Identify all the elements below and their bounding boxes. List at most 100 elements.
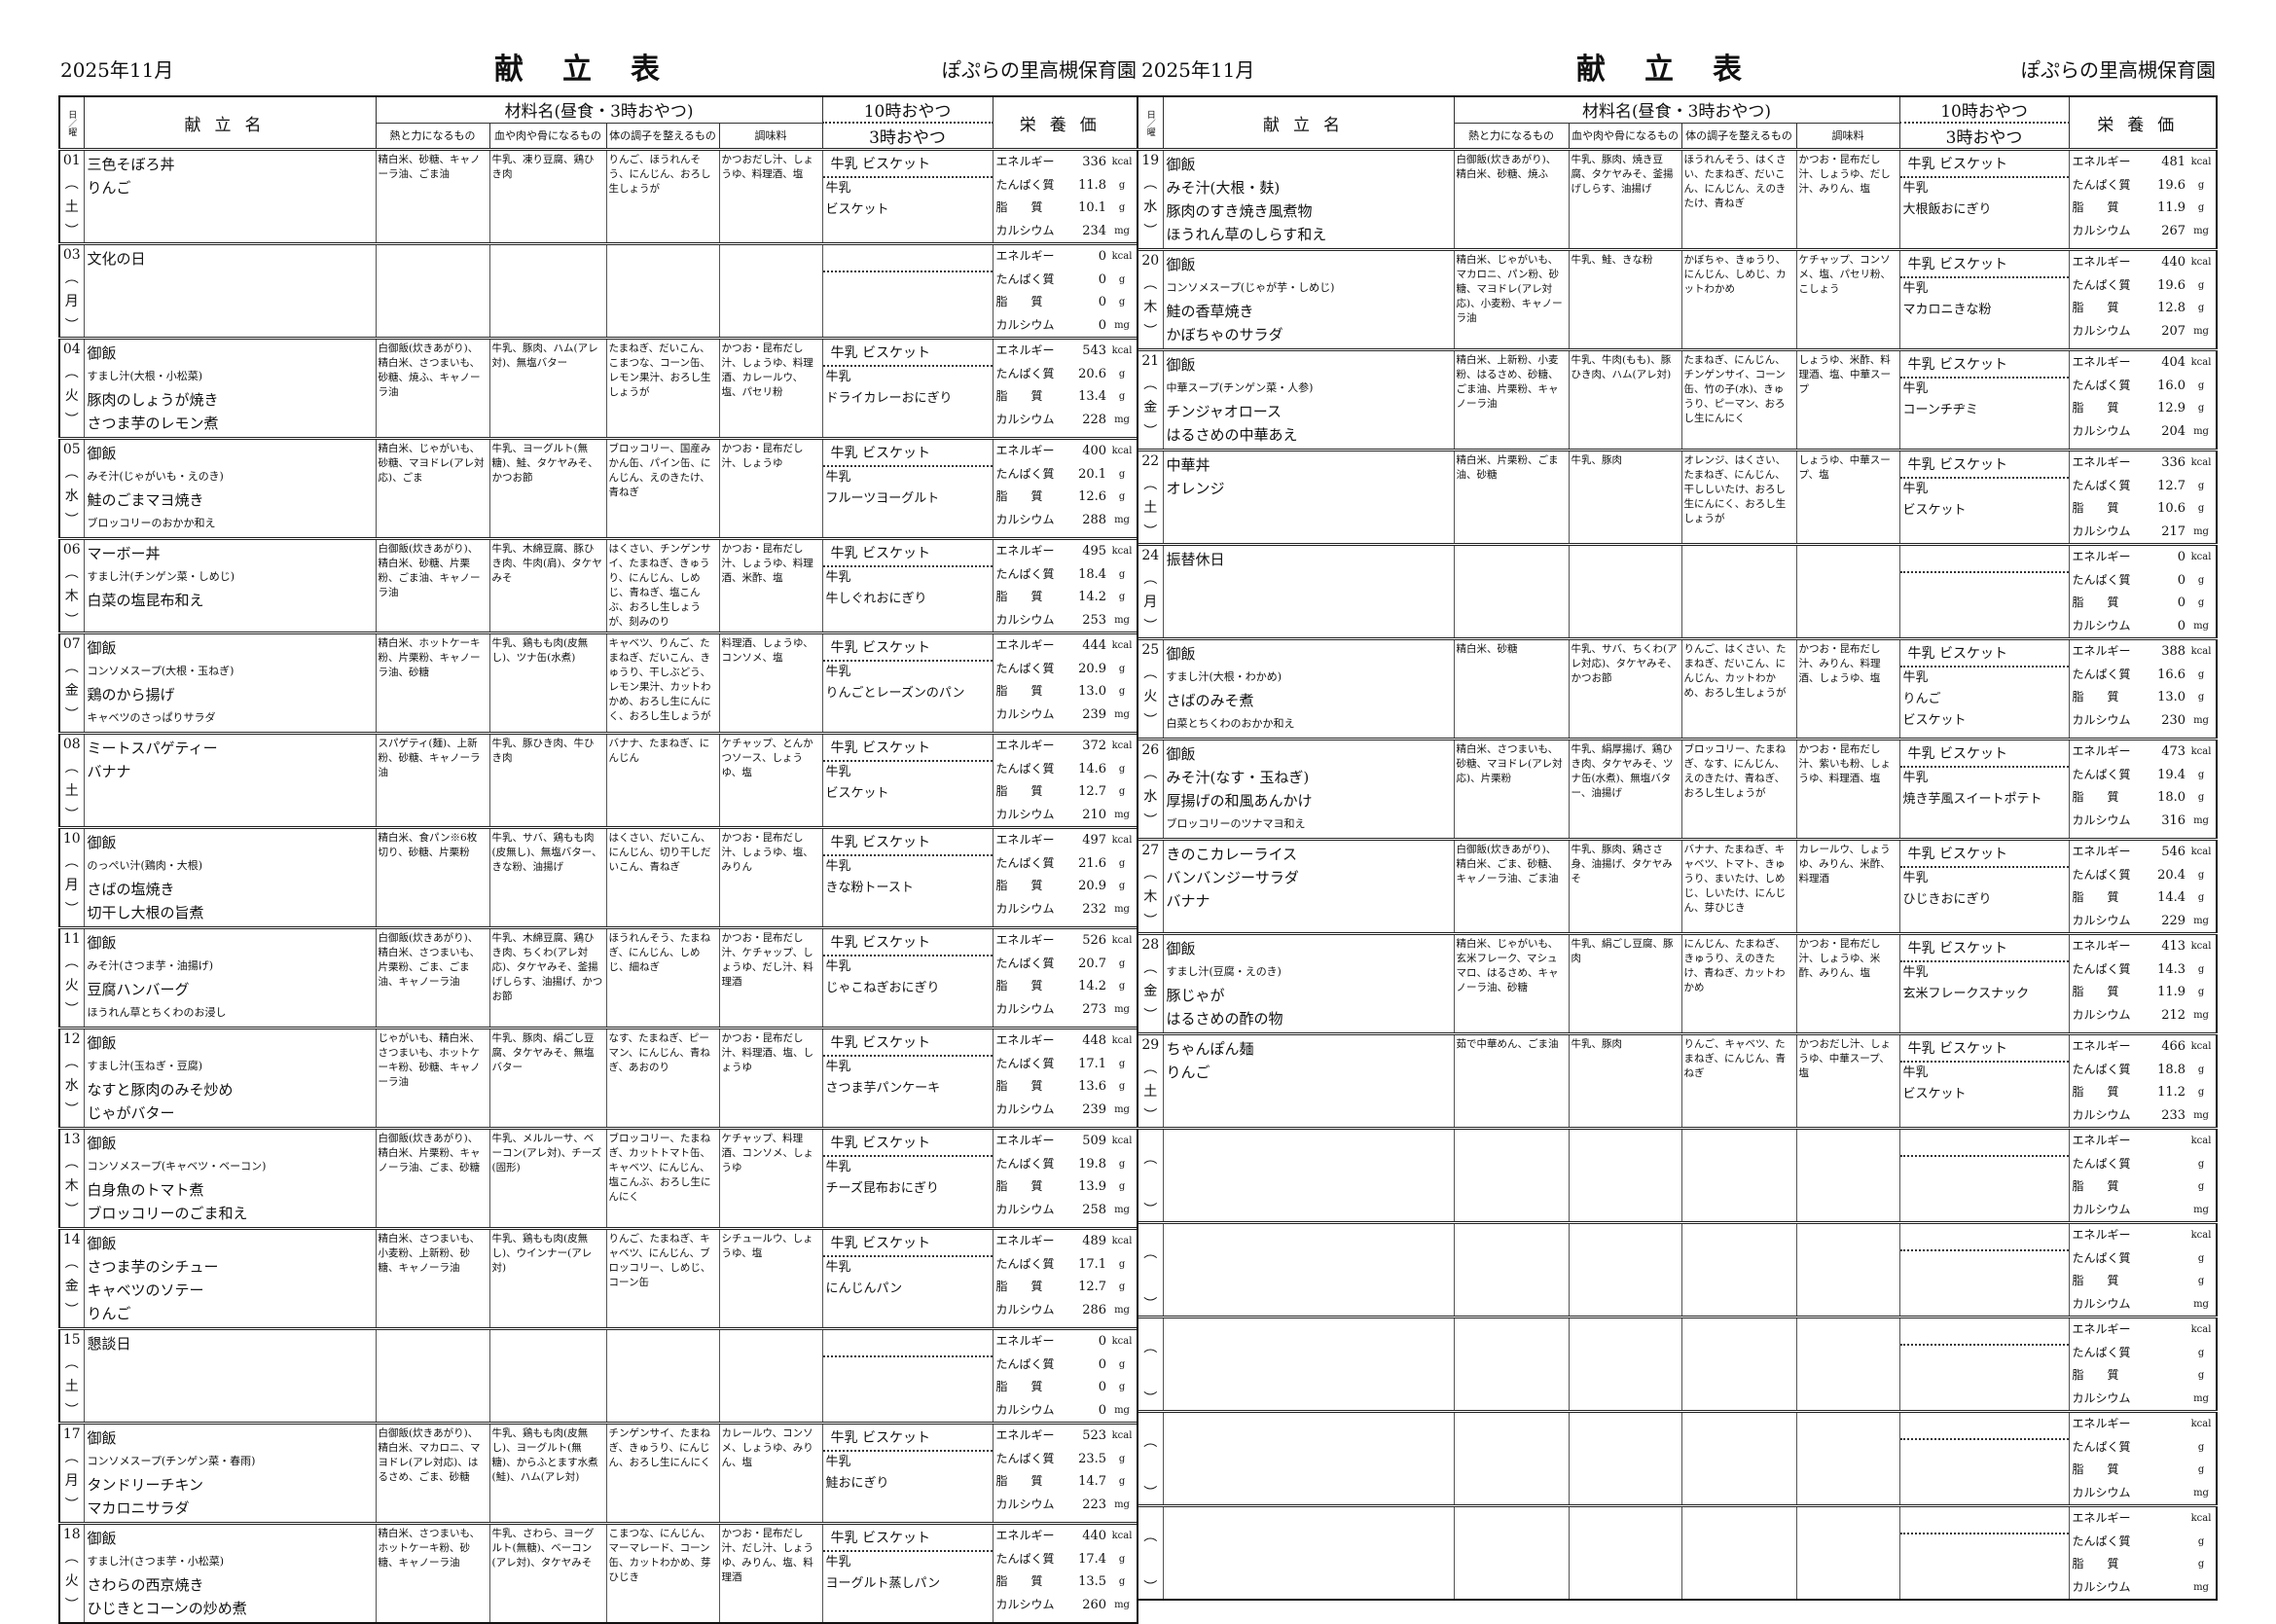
day-stack: 18 ︵ 火 ︶	[60, 1526, 83, 1616]
menu-row: 29 ︵ 土 ︶ ちゃんぽん麺 りんご 茹で中華めん、ごま油 牛乳、豚肉 りんご、キャベツ、たま…	[1137, 1032, 2218, 1129]
snack-pm-item: 牛乳	[1902, 181, 1929, 196]
header-condition-food: 体の調子を整えるもの	[1680, 122, 1797, 150]
nutrition-label-protein: たんぱく質	[995, 1056, 1055, 1070]
energy-food-cell-text	[377, 247, 488, 250]
menu-cell: 御飯 すまし汁(さつま芋・小松菜) さわらの西京焼き ひじきとコーンの炒め煮	[83, 1522, 377, 1623]
nutrition-value-energy: 400	[1082, 444, 1107, 458]
nutrition-value-fat: 14.4	[2157, 890, 2186, 905]
seasoning-cell-text	[1797, 1320, 1898, 1323]
seasoning-cell: ケチャップ、コンソメ、塩、パセリ粉、こしょう	[1795, 248, 1900, 350]
nutrition-value-protein: 21.6	[1078, 855, 1107, 871]
day-number: 20	[1141, 253, 1160, 269]
condition-food-cell-text: ほうれんそう、はくさい、たまねぎ、だいこん、にんじん、えのきたけ、青ねぎ	[1683, 154, 1787, 209]
condition-food-cell: にんじん、たまねぎ、きゅうり、えのきたけ、青ねぎ、カットわかめ	[1680, 932, 1797, 1034]
body-food-cell: 牛乳、豚肉、鶏ささ身、油揚げ、タケヤみそ	[1568, 838, 1682, 934]
snack-am: 牛乳 ビスケット	[823, 737, 993, 762]
body-food-cell-text: 牛乳、豚肉、鶏ささ身、油揚げ、タケヤみそ	[1571, 844, 1673, 884]
snack-pm-item: 大根飯おにぎり	[1902, 202, 1992, 217]
seasoning-cell-text	[720, 247, 821, 250]
snack-pm-item: さつま芋パンケーキ	[825, 1081, 941, 1096]
nutrition-label-energy: エネルギー	[2072, 644, 2131, 658]
day-stack: 06 ︵ 木 ︶	[60, 542, 83, 632]
snack-pm-item: 焼き芋風スイートポテト	[1902, 792, 2042, 807]
snack-pm-list: 牛乳 フルーツヨーグルト	[823, 467, 992, 510]
snack-pm-list: 牛乳 ひじきおにぎり	[1900, 868, 2068, 911]
nutrition-value-energy: 444	[1082, 638, 1107, 653]
nutrition-value-calcium: 258	[1082, 1202, 1107, 1217]
condition-food-cell-text	[1682, 1320, 1795, 1323]
body-food-cell-text: 牛乳、鶏もも肉(皮無し)、ヨーグルト(無糖)、からふとます水煮(鮭)、ハム(アレ…	[491, 1427, 598, 1483]
snack-cell: 牛乳 ビスケット 牛乳 にんじんパン	[821, 1227, 993, 1329]
body-food-cell-text: 牛乳、鮭、きな粉	[1571, 254, 1653, 266]
nutrition-value-energy: 440	[1082, 1529, 1107, 1543]
day-number: 17	[62, 1426, 81, 1442]
energy-food-cell-text: 白御飯(炊きあがり)、精白米、砂糖、焼ふ	[1456, 154, 1557, 180]
day-stack: ︵ ︶	[1138, 1415, 1162, 1505]
energy-food-cell: 精白米、ホットケーキ粉、片栗粉、キャノーラ油、砂糖	[375, 632, 490, 734]
nutrition-label-energy: エネルギー	[2072, 355, 2131, 369]
condition-food-cell: ブロッコリー、たまねぎ、なす、にんじん、えのきたけ、青ねぎ、おろし生しょうが	[1680, 738, 1797, 840]
day-stack: 07 ︵ 金 ︶	[60, 636, 83, 727]
menu-cell: 御飯 すまし汁(豆腐・えのき) 豚じゃが はるさめの酢の物	[1162, 932, 1455, 1034]
nutrition-cell: エネルギー 336 kcal たんぱく質 11.8 g 脂 質 10.1 g カルシウム 234 mg	[992, 148, 1138, 244]
nutrition-unit-energy: kcal	[2190, 457, 2212, 468]
seasoning-cell-text: かつお・昆布だし汁、ケチャップ、しょうゆ、だし汁、料理酒	[721, 932, 813, 988]
paren-close: ︶	[64, 223, 79, 239]
day-number: 29	[1141, 1037, 1160, 1053]
nutrition-label-protein: たんぱく質	[995, 271, 1055, 286]
nutrition-value-energy: 497	[1082, 833, 1107, 848]
condition-food-cell: バナナ、たまねぎ、にんじん	[605, 732, 720, 828]
energy-food-cell-text: 白御飯(炊きあがり)、精白米、砂糖、片栗粉、ごま油、キャノーラ油	[378, 543, 481, 598]
nutrition-label-protein: たんぱく質	[995, 956, 1055, 970]
weekday: 金	[64, 683, 79, 700]
paren-open: ︵	[1143, 1060, 1158, 1076]
nutrition-unit-fat: g	[1118, 1476, 1126, 1487]
nutrition-unit-protein: g	[2197, 963, 2205, 975]
org-name-left: ぽぷらの里高槻保育園	[941, 58, 1137, 82]
menu-cell: 中華丼 オレンジ	[1162, 449, 1455, 545]
nutrition-value-calcium: 0	[1098, 1402, 1107, 1418]
snack-am: 牛乳 ビスケット	[1900, 253, 2069, 278]
nutrition-cell: エネルギー 413 kcal たんぱく質 14.3 g 脂 質 11.9 g カルシウム 212 mg	[2068, 932, 2218, 1034]
nutrition-unit-energy: kcal	[2190, 157, 2212, 167]
seasoning-cell-text	[1797, 548, 1898, 551]
nutrition-label-energy: エネルギー	[2072, 455, 2131, 469]
nutrition-label-fat: 脂 質	[2072, 1274, 2119, 1287]
seasoning-cell-text: かつお・昆布だし汁、しょうゆ、塩、みりん	[721, 832, 813, 873]
paren-open: ︵	[1143, 959, 1158, 976]
day-stack: 21 ︵ 金 ︶	[1138, 353, 1162, 444]
body-food-cell: 牛乳、木綿豆腐、鶏ひき肉、ちくわ(アレ対応)、タケヤみそ、釜揚げしらす、油揚げ、…	[488, 926, 607, 1029]
snack-am: 牛乳 ビスケット	[823, 1232, 993, 1257]
nutrition-cell: エネルギー kcal たんぱく質 g 脂 質 g カルシウム mg	[2068, 1504, 2218, 1600]
day-stack: 11 ︵ 火 ︶	[60, 931, 83, 1022]
paren-open: ︵	[64, 1154, 79, 1171]
nutrition-cell: エネルギー 489 kcal たんぱく質 17.1 g 脂 質 12.7 g カルシウム 286 mg	[992, 1227, 1138, 1329]
seasoning-cell-text: カレールウ、しょうゆ、みりん、米酢、料理酒	[1798, 844, 1891, 884]
weekday: 土	[1143, 500, 1158, 517]
menu-item: 中華丼	[1166, 456, 1210, 474]
snack-pm-item: マカロニきな粉	[1902, 303, 1992, 317]
nutrition-value-protein: 20.1	[1078, 466, 1107, 482]
day-cell: 07 ︵ 金 ︶	[58, 632, 85, 734]
nutrition-label-calcium: カルシウム	[995, 706, 1055, 721]
nutrition-value-energy: 546	[2161, 845, 2186, 859]
nutrition-label-calcium: カルシウム	[2072, 618, 2131, 632]
weekday: 水	[1143, 789, 1158, 806]
energy-food-cell: 精白米、上新粉、小麦粉、はるさめ、砂糖、ごま油、片栗粉、キャノーラ油	[1453, 348, 1570, 451]
condition-food-cell: ブロッコリー、国産みかん缶、パイン缶、にんじん、えのきたけ、青ねぎ	[605, 437, 720, 539]
condition-food-cell-text: ブロッコリー、たまねぎ、カットトマト缶、キャベツ、にんじん、塩こんぶ、おろし生に…	[608, 1133, 711, 1203]
energy-food-cell	[1453, 1504, 1570, 1600]
seasoning-cell: 料理酒、しょうゆ、コンソメ、塩	[718, 632, 823, 734]
header-ingredients: 材料名(昼食・3時おやつ)	[1453, 95, 1900, 124]
nutrition-value-protein: 14.6	[1078, 761, 1107, 776]
energy-food-cell	[1453, 1410, 1570, 1506]
snack-cell: 牛乳 ビスケット 牛乳 きな粉トースト	[821, 826, 993, 928]
snack-am: 牛乳 ビスケット	[1900, 453, 2069, 479]
nutrition-label-energy: エネルギー	[995, 249, 1055, 263]
nutrition-cell: エネルギー 509 kcal たんぱく質 19.8 g 脂 質 13.9 g カルシウム 258 mg	[992, 1127, 1138, 1229]
header-menu: 献立名	[83, 95, 377, 150]
nutrition-cell: エネルギー 388 kcal たんぱく質 16.6 g 脂 質 13.0 g カルシウム 230 mg	[2068, 637, 2218, 740]
snack-pm-item: 牛乳	[825, 1260, 851, 1275]
menu-row: 14 ︵ 金 ︶ 御飯 さつま芋のシチュー キャベツのソテー りんご 精白米、さつまいも、小麦粉…	[58, 1227, 1138, 1329]
menu-list: 御飯 みそ汁(大根・麸) 豚肉のすき焼き風煮物 ほうれん草のしらす和え	[1164, 153, 1453, 249]
